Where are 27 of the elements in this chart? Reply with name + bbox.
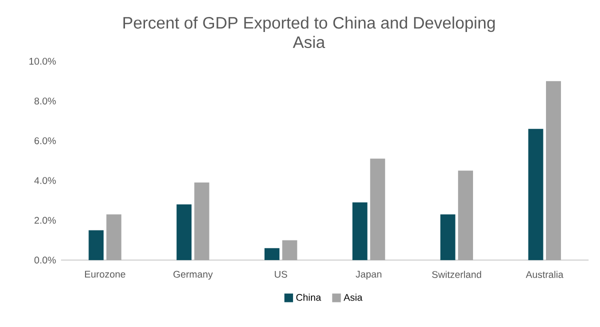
x-tick-label: Germany: [173, 270, 213, 280]
y-tick-label: 4.0%: [34, 177, 56, 184]
bar: [370, 158, 386, 260]
bar: [458, 170, 474, 260]
x-tick-label: US: [274, 270, 288, 278]
x-tick-label: Switzerland: [432, 270, 482, 278]
bar: [440, 214, 456, 260]
bar: [176, 204, 192, 260]
bar: [352, 202, 368, 260]
bar: [546, 81, 561, 260]
bar: [528, 128, 544, 260]
y-tick-label: 8.0%: [34, 98, 56, 104]
bar: [106, 214, 122, 260]
chart-title: Percent of GDP Exported to China and Developing Asia: [123, 16, 495, 48]
x-tick-label: Japan: [356, 270, 382, 280]
y-tick-label: 10.0%: [29, 58, 56, 65]
bar: [194, 182, 210, 260]
x-tick-label: Australia: [526, 270, 564, 278]
y-tick-label: 0.0%: [34, 256, 56, 264]
y-tick-label: 2.0%: [34, 216, 56, 224]
x-tick-label: Eurozone: [85, 270, 126, 278]
bar: [282, 240, 298, 260]
bar: [264, 248, 280, 260]
bar: [88, 230, 104, 260]
legend-label: China: [296, 294, 322, 301]
legend-label: Asia: [344, 294, 362, 301]
y-tick-label: 6.0%: [34, 137, 56, 144]
